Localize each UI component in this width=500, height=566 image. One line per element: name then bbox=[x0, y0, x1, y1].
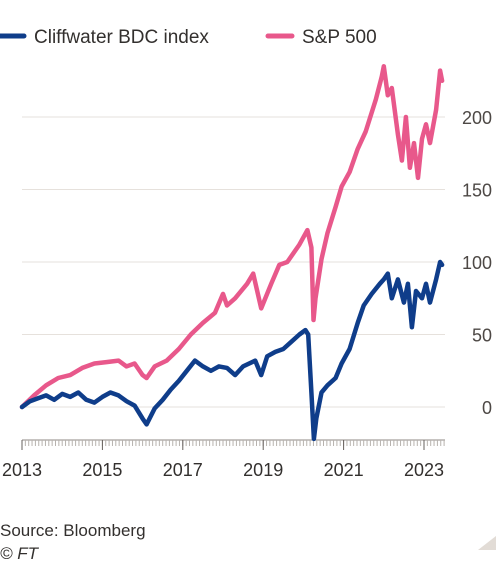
source-note: Source: Bloomberg bbox=[0, 521, 146, 540]
gridlines bbox=[22, 116, 445, 408]
y-tick-label-100: 100 bbox=[462, 253, 492, 273]
series-line-2 bbox=[19, 64, 445, 410]
series-lines bbox=[19, 64, 445, 442]
x-tick-label-2013: 2013 bbox=[2, 460, 42, 480]
legend: Cliffwater BDC index S&P 500 bbox=[0, 27, 377, 48]
copyright-note: © FT bbox=[0, 544, 39, 563]
x-tick-label-2019: 2019 bbox=[243, 460, 283, 480]
corner-mark bbox=[478, 536, 496, 550]
x-tick-label-2017: 2017 bbox=[163, 460, 203, 480]
y-tick-label-50: 50 bbox=[472, 326, 492, 346]
series-line-1 bbox=[19, 259, 445, 442]
y-tick-label-150: 150 bbox=[462, 181, 492, 201]
x-tick-label-2015: 2015 bbox=[82, 460, 122, 480]
x-tick-label-2023: 2023 bbox=[404, 460, 444, 480]
legend-label-1: Cliffwater BDC index bbox=[34, 27, 209, 48]
y-tick-label-0: 0 bbox=[482, 398, 492, 418]
x-axis: 2013 2015 2017 2019 2021 2023 bbox=[2, 439, 445, 480]
legend-label-2: S&P 500 bbox=[302, 27, 377, 48]
y-axis: 0 50 100 150 200 bbox=[462, 108, 492, 418]
y-tick-label-200: 200 bbox=[462, 108, 492, 128]
x-tick-label-2021: 2021 bbox=[324, 460, 364, 480]
fold-corner-icon bbox=[478, 536, 496, 550]
